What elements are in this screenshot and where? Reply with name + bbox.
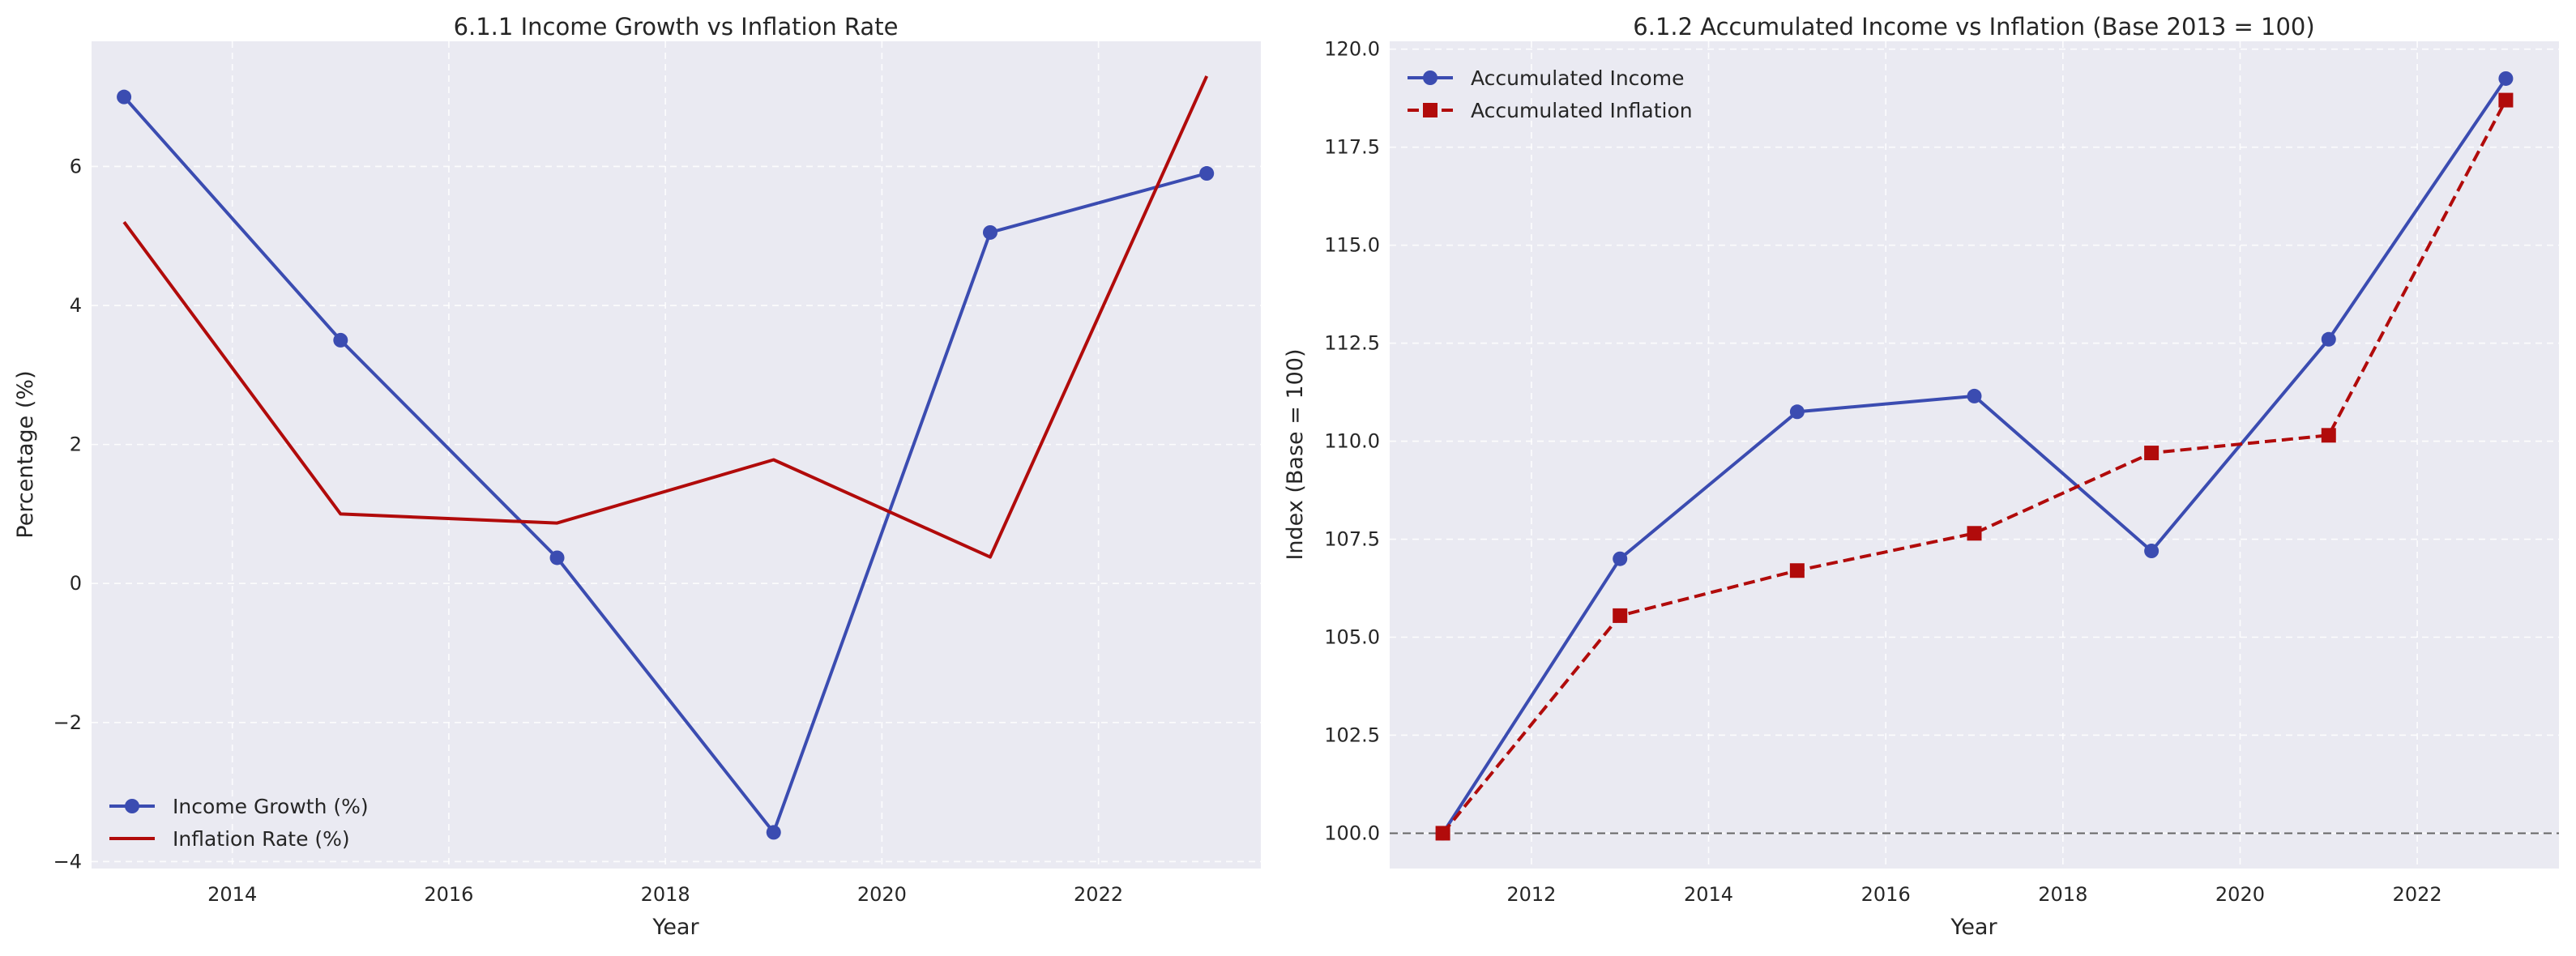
x-tick-label: 2018 xyxy=(2038,883,2087,906)
legend-marker xyxy=(1423,70,1438,85)
y-tick-label: −2 xyxy=(53,711,82,734)
legend-marker xyxy=(1423,103,1438,117)
y-tick-label: 110.0 xyxy=(1324,430,1380,453)
x-tick-label: 2022 xyxy=(2393,883,2442,906)
x-tick-label: 2016 xyxy=(424,883,473,906)
y-tick-label: 6 xyxy=(70,155,82,177)
x-tick-label: 2012 xyxy=(1506,883,1556,906)
x-tick-label: 2016 xyxy=(1861,883,1911,906)
y-tick-label: 105.0 xyxy=(1324,626,1380,649)
data-point xyxy=(117,89,132,105)
legend: Accumulated Income Accumulated Inflation xyxy=(1408,66,1693,122)
legend-label: Inflation Rate (%) xyxy=(173,827,350,851)
legend-label: Accumulated Income xyxy=(1471,66,1684,90)
x-tick-label: 2014 xyxy=(1684,883,1733,906)
chart-title: 6.1.2 Accumulated Income vs Inflation (B… xyxy=(1633,13,2314,41)
chart-income-growth-vs-inflation: 2014 2016 2018 2020 2022 −4 −2 0 2 4 6 6.1.1 Inco… xyxy=(13,13,1261,940)
data-point xyxy=(2498,92,2514,108)
y-tick-label: 100.0 xyxy=(1324,822,1380,844)
legend-label: Income Growth (%) xyxy=(173,795,369,818)
data-point xyxy=(766,825,781,840)
y-tick-label: 117.5 xyxy=(1324,136,1380,159)
series-line xyxy=(122,96,1207,834)
plot-area xyxy=(1390,41,2559,869)
data-point xyxy=(2144,446,2159,461)
data-point xyxy=(2498,70,2514,86)
y-axis-label: Index (Base = 100) xyxy=(1283,348,1308,560)
y-tick-label: −4 xyxy=(53,850,82,873)
data-point xyxy=(1967,526,1982,541)
y-tick-label: 2 xyxy=(70,433,82,456)
y-tick-label: 120.0 xyxy=(1324,38,1380,61)
data-point xyxy=(1789,563,1805,578)
data-point xyxy=(2321,428,2336,443)
x-tick-label: 2020 xyxy=(2215,883,2265,906)
data-point xyxy=(1613,551,1628,566)
data-point xyxy=(2321,331,2336,347)
data-point xyxy=(1789,404,1805,420)
data-point xyxy=(1199,166,1215,181)
plot-area xyxy=(92,41,1261,869)
data-point xyxy=(549,550,565,565)
data-point xyxy=(982,224,998,240)
data-point xyxy=(1613,608,1628,623)
y-tick-label: 4 xyxy=(70,294,82,317)
data-point xyxy=(2144,544,2159,559)
y-tick-label: 112.5 xyxy=(1324,332,1380,355)
chart-title: 6.1.1 Income Growth vs Inflation Rate xyxy=(454,13,899,41)
x-tick-label: 2014 xyxy=(207,883,257,906)
data-point xyxy=(1435,826,1450,841)
chart-accumulated-income-vs-inflation: 2012 2014 2016 2018 2020 2022 100.0 102.5 105.0… xyxy=(1283,13,2559,940)
y-tick-label: 0 xyxy=(70,572,82,595)
x-tick-label: 2022 xyxy=(1074,883,1123,906)
y-tick-label: 102.5 xyxy=(1324,723,1380,746)
x-tick-label: 2020 xyxy=(857,883,907,906)
series-line xyxy=(122,75,1209,559)
x-axis-label: Year xyxy=(1950,915,1997,940)
x-tick-label: 2018 xyxy=(641,883,690,906)
legend-label: Accumulated Inflation xyxy=(1471,99,1693,122)
data-point xyxy=(1967,388,1982,403)
legend-marker xyxy=(125,799,139,813)
legend: Income Growth (%) Inflation Rate (%) xyxy=(109,795,369,851)
y-tick-label: 107.5 xyxy=(1324,528,1380,551)
x-axis-label: Year xyxy=(651,915,699,940)
data-point xyxy=(333,332,348,348)
y-axis-label: Percentage (%) xyxy=(13,370,38,538)
y-tick-label: 115.0 xyxy=(1324,234,1380,257)
